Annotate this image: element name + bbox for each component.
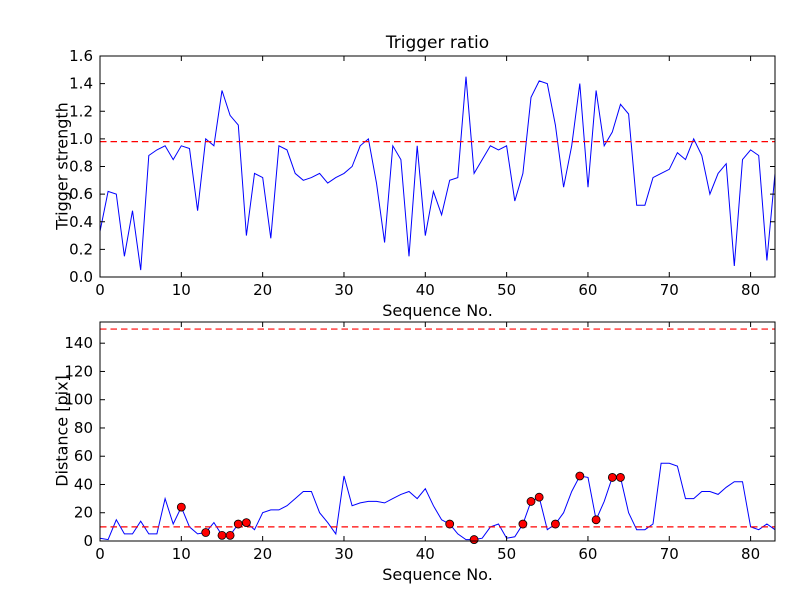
y-tick-label: 60 <box>74 447 93 465</box>
axes-frame <box>99 321 776 542</box>
y-tick-label: 0.8 <box>69 158 93 176</box>
y-tick-label: 100 <box>64 391 93 409</box>
y-axis-label-top: Trigger strength <box>52 102 72 230</box>
chart-title: Trigger ratio <box>385 33 490 53</box>
x-tick-label: 50 <box>497 281 516 299</box>
y-tick-label: 0 <box>83 532 93 550</box>
x-tick-label: 50 <box>497 545 516 563</box>
x-axis-label-top: Sequence No. <box>382 301 493 320</box>
y-tick-label: 1.2 <box>69 102 93 120</box>
x-tick-label: 40 <box>416 545 435 563</box>
event-marker-dot <box>591 515 601 525</box>
x-tick-label: 10 <box>172 545 191 563</box>
x-tick-label: 30 <box>334 545 353 563</box>
x-tick-label: 70 <box>660 545 679 563</box>
event-marker-dot <box>217 530 227 540</box>
y-tick-label: 1.0 <box>69 130 93 148</box>
y-tick-label: 140 <box>64 334 93 352</box>
x-tick-label: 10 <box>172 281 191 299</box>
y-tick-label: 40 <box>74 475 93 493</box>
y-tick-label: 1.6 <box>69 47 93 65</box>
x-tick-label: 0 <box>95 545 105 563</box>
y-axis-label-bottom: Distance [pix] <box>52 375 72 487</box>
data-line <box>99 76 776 271</box>
x-tick-label: 80 <box>741 281 760 299</box>
event-marker-dot <box>575 471 585 481</box>
y-tick-label: 0.0 <box>69 268 93 286</box>
event-marker-dot <box>176 502 186 512</box>
x-tick-label: 40 <box>416 281 435 299</box>
x-tick-label: 20 <box>253 281 272 299</box>
y-tick-label: 120 <box>64 362 93 380</box>
event-marker-dot <box>616 473 625 482</box>
x-tick-label: 60 <box>578 281 597 299</box>
x-tick-label: 70 <box>660 281 679 299</box>
event-marker-dot <box>225 530 235 540</box>
x-tick-label: 30 <box>334 281 353 299</box>
x-axis-label-bottom: Sequence No. <box>382 565 493 584</box>
event-marker-dot <box>469 535 479 544</box>
y-tick-label: 0.2 <box>69 240 93 258</box>
x-tick-label: 20 <box>253 545 272 563</box>
event-marker-dot <box>241 518 251 528</box>
y-tick-label: 0.6 <box>69 185 93 203</box>
event-marker-dot <box>518 519 528 529</box>
y-tick-label: 80 <box>74 419 93 437</box>
event-marker-dot <box>201 528 211 537</box>
y-tick-label: 0.4 <box>69 213 93 231</box>
event-marker-dot <box>607 473 617 482</box>
axes-frame <box>99 55 776 278</box>
y-tick-label: 1.4 <box>69 75 93 93</box>
x-tick-label: 80 <box>741 545 760 563</box>
x-tick-label: 60 <box>578 545 597 563</box>
x-tick-label: 0 <box>95 281 105 299</box>
event-marker-dot <box>445 519 455 529</box>
event-marker-dot <box>526 497 536 506</box>
event-marker-dot <box>534 492 544 502</box>
data-line <box>99 462 776 541</box>
event-marker-dot <box>233 519 243 529</box>
y-tick-label: 20 <box>74 504 93 522</box>
event-marker-dot <box>551 519 560 529</box>
